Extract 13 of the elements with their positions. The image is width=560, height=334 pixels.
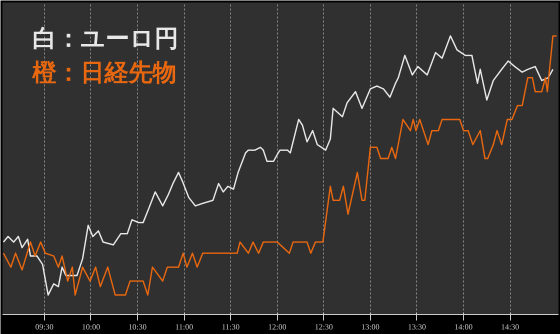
x-tick-label: 12:00	[268, 322, 286, 332]
x-tick-label: 11:30	[222, 322, 240, 332]
text: 橙：日経先物	[32, 58, 176, 86]
x-tick-label: 13:30	[408, 322, 426, 332]
text: 白：ユーロ円	[32, 24, 178, 52]
x-tick-label: 12:30	[314, 322, 333, 332]
x-tick-label: 10:30	[128, 322, 147, 332]
x-tick-label: 14:00	[454, 322, 473, 332]
x-tick-label: 14:30	[500, 322, 520, 332]
x-tick-label: 13:00	[361, 322, 380, 332]
x-tick-label: 09:30	[35, 322, 54, 332]
x-tick-label: 10:00	[82, 322, 100, 332]
x-tick-label: 11:00	[175, 322, 194, 332]
